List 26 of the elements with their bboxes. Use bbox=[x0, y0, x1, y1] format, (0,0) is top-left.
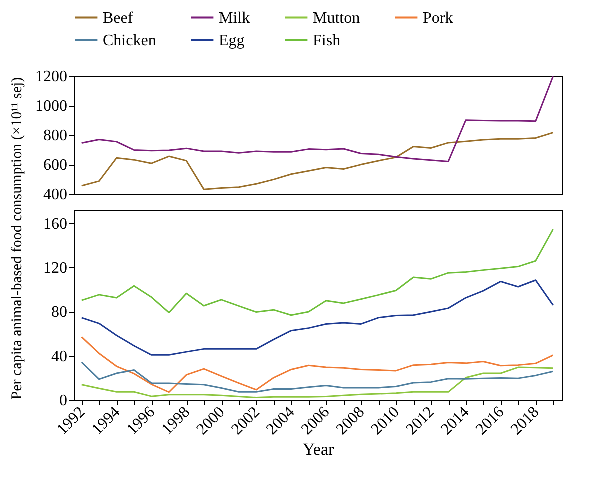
y-tick-label: 1000 bbox=[36, 98, 68, 115]
y-tick-label: 120 bbox=[44, 260, 68, 277]
line-series bbox=[81, 366, 554, 399]
line-series bbox=[81, 336, 554, 394]
y-tick-label: 1200 bbox=[36, 68, 68, 86]
y-axis-title: Per capita animal-based food consumption (×10¹¹ sej) bbox=[10, 77, 26, 400]
line-series bbox=[81, 76, 554, 162]
legend-label: Milk bbox=[219, 10, 250, 27]
legend-label: Mutton bbox=[313, 10, 360, 27]
y-tick-label: 400 bbox=[44, 186, 68, 204]
y-tick-label: 40 bbox=[52, 348, 68, 366]
legend-label: Fish bbox=[313, 32, 341, 50]
x-axis-title: Year bbox=[302, 440, 334, 459]
y-tick-label: 800 bbox=[44, 128, 68, 144]
legend-label: Egg bbox=[219, 32, 245, 50]
legend-label: Pork bbox=[423, 10, 454, 27]
y-tick-label: 600 bbox=[44, 157, 68, 174]
legend-label: Beef bbox=[103, 10, 134, 27]
line-series bbox=[81, 132, 554, 190]
line-series bbox=[81, 362, 554, 393]
y-tick-label: 160 bbox=[44, 216, 68, 233]
line-series bbox=[81, 228, 554, 316]
y-tick-label: 80 bbox=[52, 304, 68, 322]
y-tick-label: 0 bbox=[60, 392, 68, 410]
line-series bbox=[81, 280, 554, 356]
legend-label: Chicken bbox=[103, 32, 156, 50]
